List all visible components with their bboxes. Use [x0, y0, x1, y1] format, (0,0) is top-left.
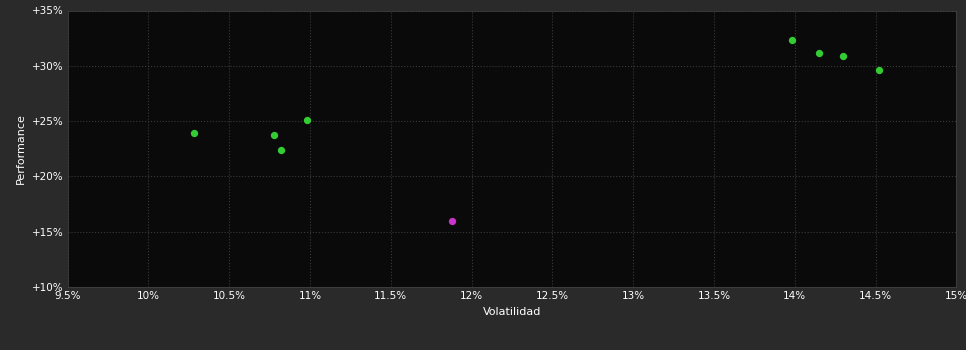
Point [871, 68, 887, 73]
Point [836, 53, 851, 59]
Point [444, 218, 460, 224]
Point [783, 37, 799, 43]
Point [273, 148, 289, 153]
X-axis label: Volatilidad: Volatilidad [483, 307, 541, 317]
Y-axis label: Performance: Performance [16, 113, 26, 184]
Point [185, 130, 201, 135]
Point [299, 117, 315, 123]
Point [811, 50, 827, 55]
Point [267, 133, 282, 138]
